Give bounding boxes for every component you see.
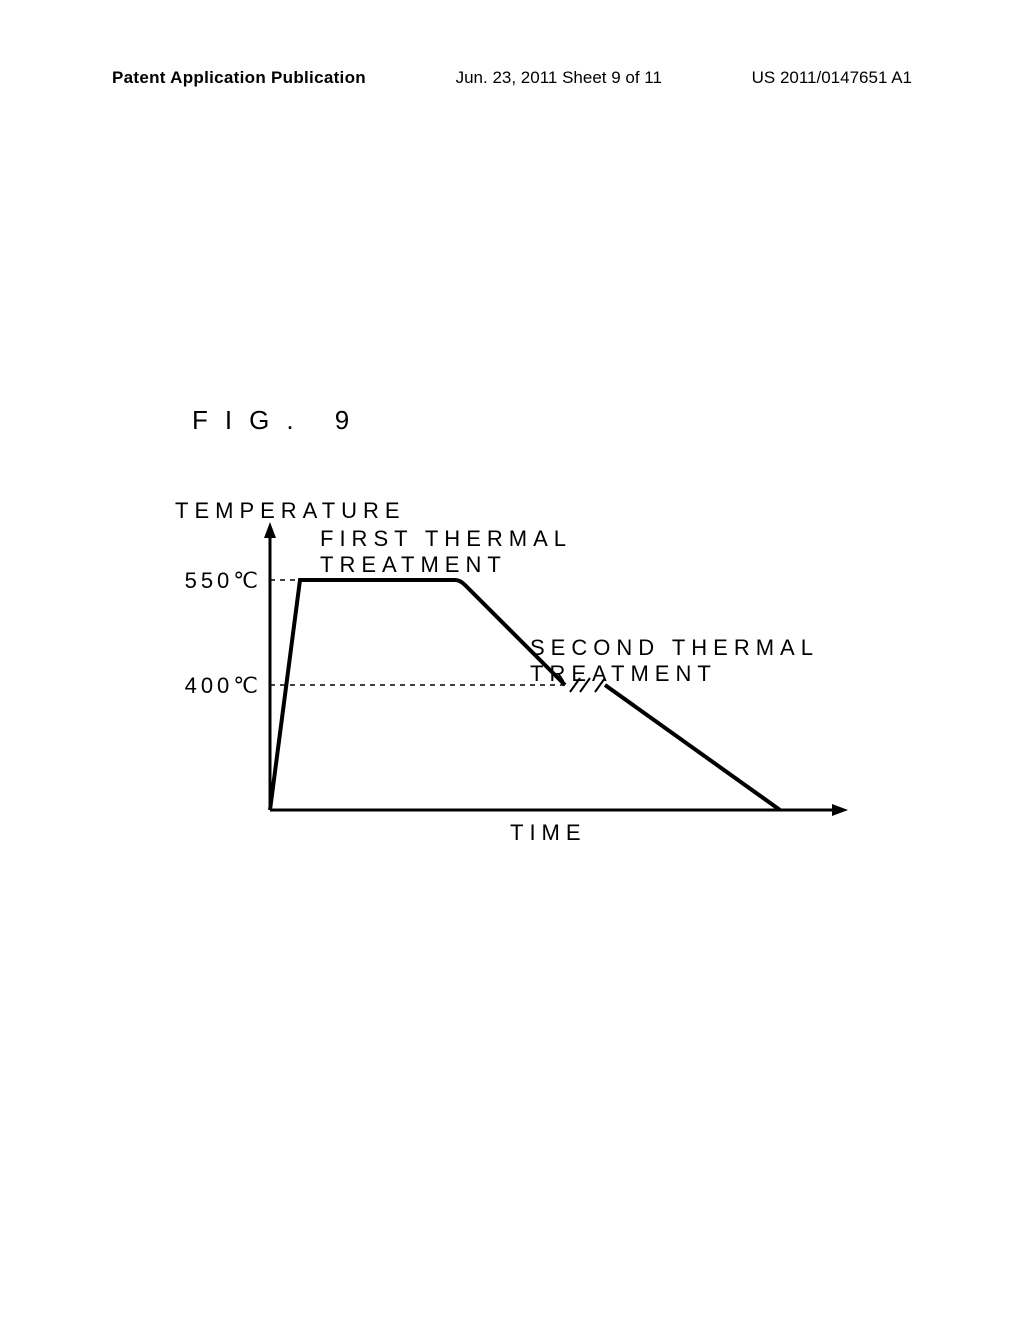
temperature-profile [270,580,780,810]
header-center: Jun. 23, 2011 Sheet 9 of 11 [456,68,662,88]
figure-label: FIG. 9 [192,405,366,436]
chart-container: TEMPERATURE 550℃ 400℃ FIRST THERMAL TREA… [170,510,870,890]
header-right: US 2011/0147651 A1 [752,68,912,88]
y-axis-arrow [264,522,276,538]
page-header: Patent Application Publication Jun. 23, … [0,68,1024,88]
break-mark-1 [570,678,580,692]
header-left: Patent Application Publication [112,68,366,88]
chart-svg [170,510,870,850]
break-mark-2 [580,678,590,692]
x-axis-arrow [832,804,848,816]
x-axis-label: TIME [510,820,587,846]
break-mark-3 [595,678,605,692]
